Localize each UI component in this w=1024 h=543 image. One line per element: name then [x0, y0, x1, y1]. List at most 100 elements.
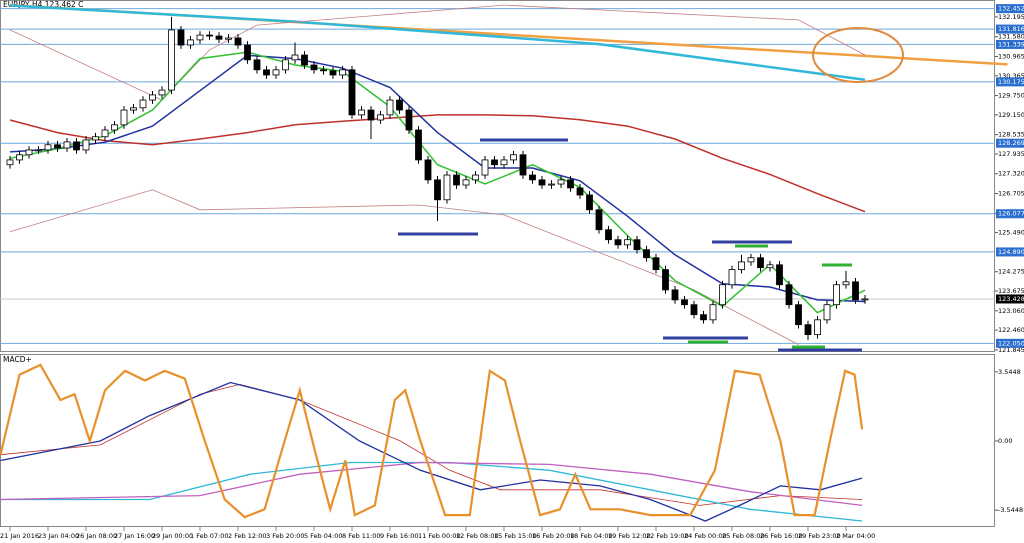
y-tick-label: 129.750: [998, 92, 1024, 100]
candle-body: [272, 69, 280, 76]
indicator-line: [0, 461, 863, 507]
candle-body: [576, 187, 584, 196]
candle-body: [671, 289, 679, 301]
candle-body: [25, 149, 33, 156]
candle-body: [738, 261, 745, 271]
candle-body: [852, 281, 859, 301]
level-label-bg: [996, 338, 1024, 348]
candle-body: [320, 69, 327, 72]
candle-body: [491, 159, 498, 166]
candle-body: [225, 37, 232, 40]
candle-body: [842, 281, 850, 286]
y-tick-label: 132.195: [998, 13, 1024, 21]
candle-body: [776, 264, 783, 286]
candle-body: [481, 159, 489, 176]
level-label: 122.050: [998, 339, 1024, 347]
y-tick-label: 3.5448: [998, 368, 1021, 376]
macd-title: MACD+: [3, 355, 32, 364]
candle-body: [339, 69, 346, 76]
candle-body: [177, 29, 185, 46]
candle-body: [785, 284, 793, 306]
candle-body: [82, 139, 90, 151]
candle-body: [168, 29, 175, 91]
candle-body: [766, 264, 774, 269]
level-label-bg: [996, 209, 1024, 219]
y-tick-label: 129.150: [998, 111, 1024, 119]
candle-body: [158, 89, 166, 96]
candle-body: [415, 129, 422, 161]
level-label-bg: [996, 138, 1024, 148]
candle-body: [367, 109, 375, 121]
candle-body: [567, 179, 574, 189]
x-tick-label: 27 Jan 16:00: [114, 532, 155, 540]
candle-body: [861, 298, 869, 301]
candle-body: [633, 239, 641, 251]
indicator-line: [0, 381, 863, 522]
candle-body: [757, 257, 764, 269]
x-tick-label: 8 Feb 11:00: [342, 532, 381, 540]
level-label-bg: [996, 39, 1024, 49]
x-tick-label: 16 Feb 20:00: [532, 532, 575, 540]
candle-body: [386, 99, 394, 116]
candle-body: [814, 319, 821, 336]
x-tick-label: 18 Feb 04:00: [570, 532, 613, 540]
candle-body: [453, 174, 460, 186]
y-tick-label: 130.965: [998, 52, 1024, 60]
y-tick-label: 0.00: [998, 437, 1012, 445]
candle-body: [624, 239, 631, 246]
x-tick-label: 21 Jan 2016: [0, 532, 39, 540]
candle-body: [358, 109, 365, 116]
candle-body: [291, 54, 299, 61]
candle-body: [472, 174, 479, 181]
candle-body: [462, 179, 470, 186]
candle-body: [263, 69, 270, 76]
candle-body: [557, 179, 565, 185]
candle-body: [149, 94, 156, 101]
candle-body: [804, 324, 812, 336]
candle-body: [253, 59, 261, 71]
candle-body: [614, 239, 622, 246]
candle-body: [519, 154, 527, 176]
candle-body: [443, 174, 451, 201]
y-tick-label: 122.460: [998, 326, 1024, 334]
candle-body: [681, 299, 688, 306]
candle-body: [662, 269, 669, 291]
x-tick-label: 9 Feb 16:00: [380, 532, 419, 540]
level-label: 130.175: [998, 78, 1024, 86]
x-tick-label: 19 Feb 12:00: [608, 532, 651, 540]
x-tick-label: 2 Feb 12:00: [228, 532, 267, 540]
candle-body: [500, 159, 508, 166]
x-tick-label: 24 Feb 00:00: [684, 532, 727, 540]
candle-body: [101, 129, 109, 138]
candle-body: [709, 304, 717, 321]
candle-body: [187, 39, 194, 46]
candle-body: [348, 69, 356, 116]
x-tick-label: 1 Feb 07:00: [190, 532, 229, 540]
y-tick-label: 126.705: [998, 190, 1024, 198]
x-tick-label: 23 Jan 04:00: [38, 532, 79, 540]
y-tick-label: 131.580: [998, 33, 1024, 41]
candle-body: [795, 304, 802, 326]
x-tick-label: 26 Feb 16:00: [760, 532, 803, 540]
x-tick-label: 11 Feb 00:00: [418, 532, 461, 540]
x-tick-label: 22 Feb 19:00: [646, 532, 689, 540]
chart-title: EURJPY,H4 123.462 C: [3, 0, 83, 9]
candle-body: [329, 70, 337, 76]
candle-body: [16, 154, 23, 161]
level-label: 126.077: [998, 210, 1024, 218]
level-label: 132.452: [998, 5, 1024, 13]
price-panel-frame: [0, 0, 995, 352]
candle-body: [747, 257, 755, 263]
candle-body: [120, 109, 128, 126]
y-tick-label: 128.535: [998, 131, 1024, 139]
candle-body: [595, 209, 603, 231]
candle-body: [529, 174, 536, 181]
y-tick-label: -3.5448: [998, 506, 1023, 514]
candle-body: [301, 54, 308, 66]
candle-body: [700, 314, 707, 321]
candle-body: [690, 304, 698, 316]
candle-body: [92, 136, 99, 141]
level-label-bg: [996, 247, 1024, 257]
candle-body: [196, 34, 204, 41]
